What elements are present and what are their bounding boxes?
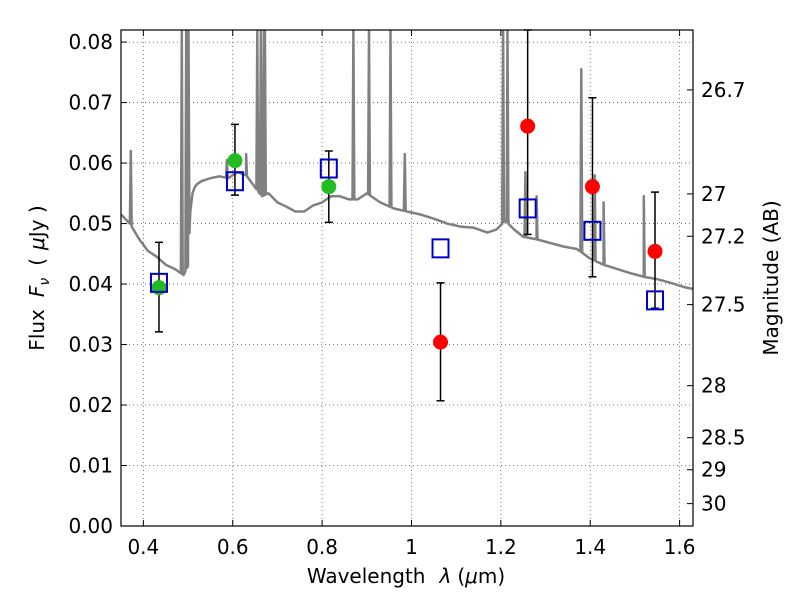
magnitude-tick-label: 29 bbox=[701, 458, 726, 482]
y-tick-label: 0.05 bbox=[68, 212, 113, 236]
observed-flux-point-green bbox=[151, 280, 167, 296]
y-tick-label: 0.00 bbox=[68, 514, 113, 538]
magnitude-tick-label: 27 bbox=[701, 182, 726, 206]
x-tick-label: 1.2 bbox=[485, 535, 517, 559]
plot-frame bbox=[120, 29, 694, 527]
magnitude-tick-label: 28 bbox=[701, 374, 726, 398]
observed-flux-point-green bbox=[227, 153, 243, 169]
x-tick-label: 1.4 bbox=[574, 535, 606, 559]
observed-flux-point-red bbox=[584, 179, 600, 195]
model-spectrum-layer bbox=[121, 30, 693, 291]
magnitude-tick-label: 28.5 bbox=[701, 426, 746, 450]
model-photometry-square bbox=[431, 238, 450, 259]
magnitude-tick-label: 30 bbox=[701, 492, 726, 516]
model-photometry-square bbox=[583, 220, 602, 241]
y-tick-label: 0.04 bbox=[68, 272, 113, 296]
observed-flux-point-red bbox=[520, 118, 536, 134]
model-spectrum-line bbox=[121, 30, 693, 291]
magnitude-tick-label: 27.2 bbox=[701, 224, 746, 248]
y-tick-label: 0.02 bbox=[68, 393, 113, 417]
y-tick-label: 0.07 bbox=[68, 91, 113, 115]
y-tick-label: 0.03 bbox=[68, 333, 113, 357]
y-tick-label: 0.08 bbox=[68, 30, 113, 54]
axis-ticks: 0.4 0.6 0.8 1 1.2 1.4 1.6 0.00 0.01 0.02 0.03 0.04 0… bbox=[68, 30, 746, 559]
x-tick-label: 0.4 bbox=[127, 535, 159, 559]
y-tick-label: 0.01 bbox=[68, 454, 113, 478]
model-photometry-square bbox=[225, 171, 244, 192]
x-tick-label: 1 bbox=[405, 535, 418, 559]
y-tick-label: 0.06 bbox=[68, 151, 113, 175]
model-photometry-square bbox=[319, 158, 338, 179]
observed-flux-point-red bbox=[647, 243, 663, 259]
x-tick-label: 0.6 bbox=[217, 535, 249, 559]
y-axis-title: FluxFν(μJy ) bbox=[25, 205, 53, 350]
data-points-layer bbox=[149, 29, 665, 402]
model-photometry-square bbox=[518, 198, 537, 219]
x-axis-title: Wavelength λ (μm) bbox=[307, 564, 505, 588]
observed-flux-point-green bbox=[321, 179, 337, 195]
model-photometry-square bbox=[149, 272, 168, 293]
model-photometry-square bbox=[646, 290, 665, 311]
magnitude-tick-label: 27.5 bbox=[701, 293, 746, 317]
right-axis-title: Magnitude (AB) bbox=[759, 200, 783, 355]
x-tick-label: 0.8 bbox=[306, 535, 338, 559]
x-tick-label: 1.6 bbox=[664, 535, 696, 559]
observed-flux-point-red bbox=[433, 334, 449, 350]
magnitude-tick-label: 26.7 bbox=[701, 78, 746, 102]
